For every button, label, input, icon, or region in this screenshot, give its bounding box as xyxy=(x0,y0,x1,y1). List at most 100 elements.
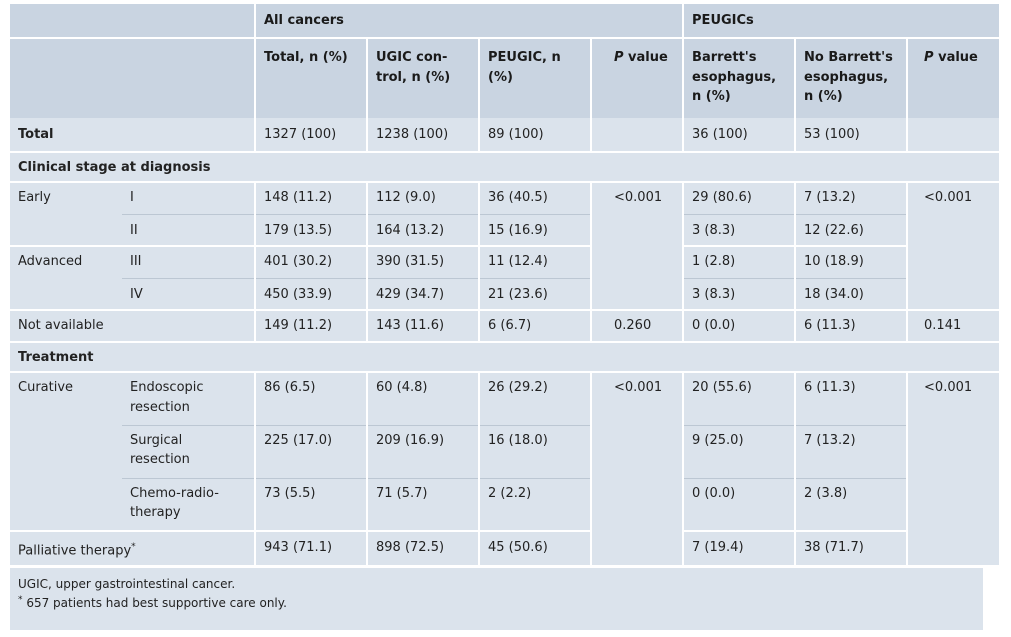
header-peugic-line1: PEUGIC, n xyxy=(488,50,561,65)
cell-nobarrett: 2 (3.8) xyxy=(794,477,908,531)
row-label-total: Total xyxy=(18,127,54,142)
cell-barrett: 1 (2.8) xyxy=(682,245,796,278)
cell-nobarrett: 12 (22.6) xyxy=(794,213,908,246)
table-row-palliative: Palliative therapy* 943 (71.1) 898 (72.5… xyxy=(10,530,1000,565)
row-group-empty xyxy=(10,425,122,478)
section-row-stage: Clinical stage at diagnosis xyxy=(10,151,1000,182)
cell-ugic: 164 (13.2) xyxy=(366,213,479,246)
cell-p2-treatment: <0.001 xyxy=(906,371,1000,565)
cell-nobarrett: 6 (11.3) xyxy=(794,309,908,342)
cell-p1-treatment: <0.001 xyxy=(589,371,684,565)
table-row: Chemo-radio-therapy 73 (5.5) 71 (5.7) 2 … xyxy=(10,477,1000,531)
cell-barrett: 7 (19.4) xyxy=(682,530,796,565)
header-ugic: UGIC con-trol, n (%) xyxy=(366,37,479,118)
cell-barrett: 9 (25.0) xyxy=(682,424,796,478)
header-peugic-line2: (%) xyxy=(488,69,513,85)
header-blank xyxy=(10,4,255,38)
table-row: Surgical resection 225 (17.0) 209 (16.9) … xyxy=(10,424,1000,478)
cell-ugic: 390 (31.5) xyxy=(366,245,479,278)
row-stage: III xyxy=(122,245,255,278)
table-row: Curative Endoscopic resection 86 (6.5) 60… xyxy=(10,371,1000,565)
header-barrett-line1: Barrett's xyxy=(692,50,757,65)
header-group-all: All cancers xyxy=(253,4,684,38)
cell-nobarrett: 6 (11.3) xyxy=(794,371,908,425)
header-total: Total, n (%) xyxy=(254,37,367,118)
row-stage: IV xyxy=(122,277,255,310)
cell-p2: 0.141 xyxy=(906,309,1000,342)
cell-nobarrett: 7 (13.2) xyxy=(794,424,908,478)
cell-total: 73 (5.5) xyxy=(254,477,367,531)
cell-p1 xyxy=(589,118,684,152)
footnote-supportive-care: * 657 patients had best supportive care … xyxy=(18,592,975,611)
header-column-row: Total, n (%) UGIC con-trol, n (%) PEUGIC… xyxy=(10,37,1000,118)
table-row-not-available: Not available 149 (11.2) 143 (11.6) 6 (6… xyxy=(10,309,1000,342)
cell-nobarrett: 7 (13.2) xyxy=(794,181,908,214)
treatment-line1: Endoscopic xyxy=(130,380,204,395)
cell-barrett: 0 (0.0) xyxy=(682,477,796,531)
treatment-line1: Chemo-radio- xyxy=(130,485,219,501)
cell-ugic: 1238 (100) xyxy=(366,118,479,152)
row-stage: II xyxy=(122,213,255,246)
cell-p1-stage: <0.001 xyxy=(589,181,684,310)
footnote-abbreviation: UGIC, upper gastrointestinal cancer. xyxy=(18,577,236,591)
header-group-peugic: PEUGICs xyxy=(682,4,1000,38)
section-title-stage: Clinical stage at diagnosis xyxy=(10,151,1000,182)
table-row: Early I 148 (11.2) 112 (9.0) 36 (40.5) <… xyxy=(10,181,1000,310)
cell-nobarrett: 53 (100) xyxy=(794,118,908,152)
cell-p1: 0.260 xyxy=(589,309,684,342)
cell-total: 943 (71.1) xyxy=(254,530,367,565)
row-group-curative: Curative xyxy=(10,371,122,425)
row-stage: I xyxy=(122,181,255,214)
header-pvalue-1-label: value xyxy=(623,50,668,65)
cell-ugic: 71 (5.7) xyxy=(366,477,479,531)
cell-barrett: 29 (80.6) xyxy=(682,181,796,214)
cell-ugic: 898 (72.5) xyxy=(366,530,479,565)
footnote-mark: * xyxy=(131,542,136,552)
cell-peugic: 26 (29.2) xyxy=(478,371,591,425)
header-barrett-line2: esophagus, xyxy=(692,69,777,85)
cell-total: 86 (6.5) xyxy=(254,371,367,425)
cell-peugic: 11 (12.4) xyxy=(478,245,591,278)
cell-total: 148 (11.2) xyxy=(254,181,367,214)
header-nobarrett-line3: n (%) xyxy=(804,89,843,104)
treatment-line1: Surgical xyxy=(130,432,183,448)
cell-ugic: 209 (16.9) xyxy=(366,424,479,478)
header-pvalue-2-p: P xyxy=(924,50,934,65)
header-nobarrett-line2: esophagus, xyxy=(804,69,889,85)
row-label-not-available: Not available xyxy=(10,309,255,342)
table-row: II 179 (13.5) 164 (13.2) 15 (16.9) 3 (8.… xyxy=(10,213,1000,246)
cell-p2 xyxy=(906,118,1000,152)
cell-nobarrett: 10 (18.9) xyxy=(794,245,908,278)
table-row: IV 450 (33.9) 429 (34.7) 21 (23.6) 3 (8.… xyxy=(10,277,1000,310)
header-pvalue-1: P value xyxy=(589,37,684,118)
header-pvalue-1-p: P xyxy=(614,50,624,65)
header-nobarrett: No Barrett's esophagus, n (%) xyxy=(794,37,908,118)
cell-total: 149 (11.2) xyxy=(254,309,367,342)
cell-total: 450 (33.9) xyxy=(254,277,367,310)
cell-peugic: 16 (18.0) xyxy=(478,424,591,478)
header-pvalue-2-label: value xyxy=(933,50,978,65)
cell-nobarrett: 18 (34.0) xyxy=(794,277,908,310)
cell-peugic: 89 (100) xyxy=(478,118,591,152)
treatment-line2: resection xyxy=(130,399,190,415)
cell-peugic: 45 (50.6) xyxy=(478,530,591,565)
treatment-line2: resection xyxy=(130,452,190,467)
palliative-label: Palliative therapy xyxy=(18,543,132,559)
cell-peugic: 2 (2.2) xyxy=(478,477,591,531)
row-treatment: Endoscopic resection xyxy=(122,371,255,425)
cell-ugic: 143 (11.6) xyxy=(366,309,479,342)
row-group-advanced: Advanced xyxy=(10,245,122,278)
row-group-empty xyxy=(10,478,122,531)
footnote-supportive-text: 657 patients had best supportive care on… xyxy=(22,596,287,610)
cell-barrett: 3 (8.3) xyxy=(682,277,796,310)
cell-peugic: 6 (6.7) xyxy=(478,309,591,342)
table-footnotes: UGIC, upper gastrointestinal cancer. * 6… xyxy=(10,568,983,630)
cell-peugic: 21 (23.6) xyxy=(478,277,591,310)
cell-barrett: 20 (55.6) xyxy=(682,371,796,425)
section-title-treatment: Treatment xyxy=(10,341,1000,372)
treatment-line2: therapy xyxy=(130,505,181,520)
cell-total: 179 (13.5) xyxy=(254,213,367,246)
cell-nobarrett: 38 (71.7) xyxy=(794,530,908,565)
footnote-mark: * xyxy=(18,595,23,605)
cell-ugic: 112 (9.0) xyxy=(366,181,479,214)
